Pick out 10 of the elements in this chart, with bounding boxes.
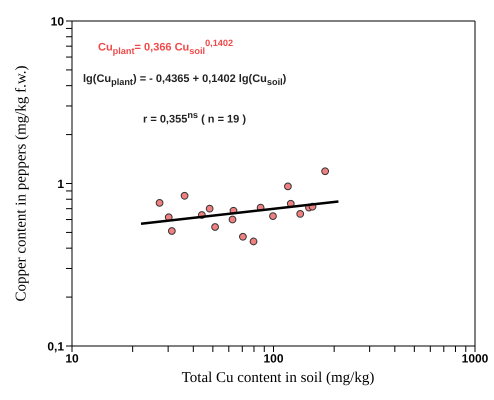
x-axis-title: Total Cu content in soil (mg/kg) [180, 370, 376, 387]
x-tick-label: 1000 [462, 352, 489, 366]
y-axis-title: Copper content in peppers (mg/kg f.w.) [13, 65, 30, 302]
y-tick-label: 1 [57, 176, 64, 191]
y-tick-label: 0,1 [47, 339, 64, 354]
x-tick-label: 100 [263, 352, 284, 366]
x-tick-label: 10 [65, 352, 79, 366]
annotation: lg(Cu$_{plant}$) = - 0,4365 + 0,1402 lg(Cu$_{soil}$) [83, 73, 286, 88]
annotation: r = 0,355$^{ns}$ ( n = 19 ) [143, 110, 246, 126]
y-tick-label: 10 [50, 14, 64, 28]
